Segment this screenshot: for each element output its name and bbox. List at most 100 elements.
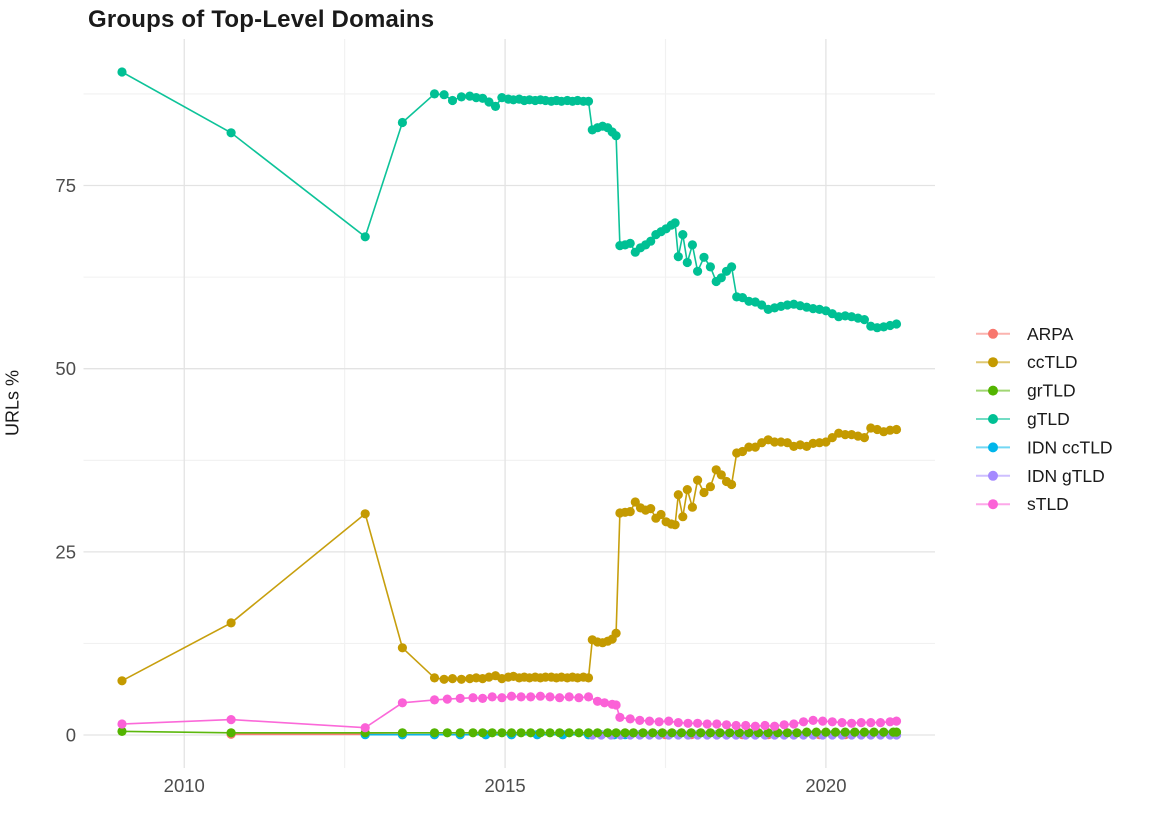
- y-tick-label-25: 25: [55, 541, 76, 562]
- series-grtld-point: [879, 727, 889, 737]
- series-grtld-point: [583, 728, 594, 738]
- series-grtld-point: [620, 728, 630, 738]
- series-cctld-point: [716, 470, 726, 480]
- series-cctld-point: [456, 674, 466, 684]
- series-grtld-point: [725, 728, 735, 738]
- series-stld-point: [856, 718, 866, 728]
- x-tick-label-2015: 2015: [485, 775, 526, 796]
- series-grtld-point: [497, 728, 507, 738]
- series-stld-point: [478, 693, 488, 704]
- series-gtld-point: [439, 90, 449, 100]
- legend-key-dot-stld: [988, 499, 998, 510]
- series-cctld-point: [656, 509, 666, 520]
- series-stld-point: [875, 718, 886, 728]
- series-gtld-point: [757, 300, 767, 310]
- series-stld-point: [818, 716, 828, 726]
- series-stld-point: [625, 714, 635, 724]
- series-cctld-point: [678, 512, 688, 522]
- series-cctld-point: [891, 424, 902, 435]
- series-cctld-point: [682, 485, 692, 495]
- series-stld-point: [847, 718, 857, 728]
- series-grtld-point: [676, 728, 687, 738]
- series-grtld-point: [628, 728, 639, 738]
- series-cctld-point: [447, 674, 458, 684]
- series-cctld-point: [226, 618, 236, 628]
- series-stld-point: [545, 692, 555, 702]
- series-grtld-point: [603, 728, 613, 738]
- legend-item-arpa: ARPA: [976, 324, 1074, 344]
- series-grtld-point: [638, 728, 648, 738]
- series-grtld-point: [891, 727, 902, 737]
- series-stld-point: [516, 692, 526, 702]
- series-grtld-point: [792, 728, 802, 738]
- series-cctld-point: [727, 479, 737, 490]
- series-stld-point: [654, 717, 664, 727]
- series-stld-point: [574, 693, 584, 703]
- series-stld-point: [702, 719, 712, 729]
- series-stld-point: [506, 691, 517, 701]
- series-grtld-point: [442, 728, 452, 738]
- legend-item-gtld: gTLD: [976, 409, 1070, 429]
- series-grtld-point: [516, 728, 526, 738]
- series-gtld-point: [583, 96, 594, 106]
- series-grtld-point: [564, 728, 574, 738]
- series-stld-point: [808, 715, 818, 726]
- series-grtld-point: [478, 728, 488, 738]
- series-grtld-point: [468, 728, 478, 738]
- series-stld-point: [827, 717, 837, 727]
- series-grtld: [117, 726, 902, 738]
- series-cctld-point: [821, 437, 831, 447]
- series-grtld-point: [763, 728, 773, 738]
- series-grtld-point: [850, 727, 860, 737]
- series-cctld: [117, 423, 902, 686]
- series-gtld-point: [397, 117, 407, 128]
- series-cctld-point: [737, 446, 748, 457]
- legend-label-stld: sTLD: [1027, 494, 1069, 514]
- series-grtld-point: [574, 728, 584, 738]
- y-tick-label-50: 50: [55, 358, 76, 379]
- series-stld-point: [664, 716, 674, 726]
- series-stld-point: [497, 693, 507, 703]
- series-grtld-point: [782, 728, 793, 738]
- series-grtld-point: [657, 728, 667, 738]
- series-stld-point: [712, 719, 722, 729]
- series-stld-point: [611, 700, 621, 710]
- series-grtld-point: [840, 727, 850, 737]
- series-stld-point: [635, 715, 645, 726]
- series-grtld-point: [705, 728, 716, 738]
- series-cctld-point: [117, 676, 127, 686]
- series-grtld-point: [802, 727, 812, 737]
- series-grtld-point: [535, 728, 546, 738]
- series-gtld-point: [456, 92, 466, 102]
- legend-label-gtld: gTLD: [1027, 409, 1070, 429]
- series-cctld-point: [687, 502, 698, 512]
- series-grtld-point: [429, 728, 440, 738]
- series-stld-point: [798, 717, 809, 727]
- series-grtld-point: [715, 728, 725, 738]
- legend-item-cctld: ccTLD: [976, 352, 1078, 372]
- series-grtld-point: [611, 728, 621, 738]
- legend-key-dot-arpa: [988, 328, 998, 339]
- series-stld-point: [760, 720, 770, 731]
- series-stld-point: [750, 721, 760, 731]
- y-axis-title: URLs %: [2, 369, 23, 436]
- legend-key-dot-gtld: [988, 414, 998, 424]
- series-cctld-point: [699, 487, 709, 498]
- series-stld-point: [535, 691, 546, 701]
- series-grtld-point: [487, 728, 497, 738]
- series-stld-point: [644, 716, 655, 726]
- series-grtld-point: [117, 726, 127, 737]
- series-grtld-point: [592, 728, 603, 738]
- series-grtld-point: [734, 728, 744, 738]
- series-gtld-point: [693, 266, 703, 276]
- series-grtld-point: [830, 727, 841, 737]
- series-gtld-point: [716, 273, 726, 283]
- legend-label-arpa: ARPA: [1027, 324, 1074, 344]
- y-tick-label-75: 75: [55, 175, 76, 196]
- plot-panel: [83, 39, 935, 768]
- series-gtld-point: [360, 232, 370, 242]
- series-stld-point: [731, 720, 741, 731]
- series-cctld-point: [630, 497, 640, 507]
- y-tick-label-0: 0: [66, 725, 76, 746]
- series-gtld-point: [687, 240, 698, 250]
